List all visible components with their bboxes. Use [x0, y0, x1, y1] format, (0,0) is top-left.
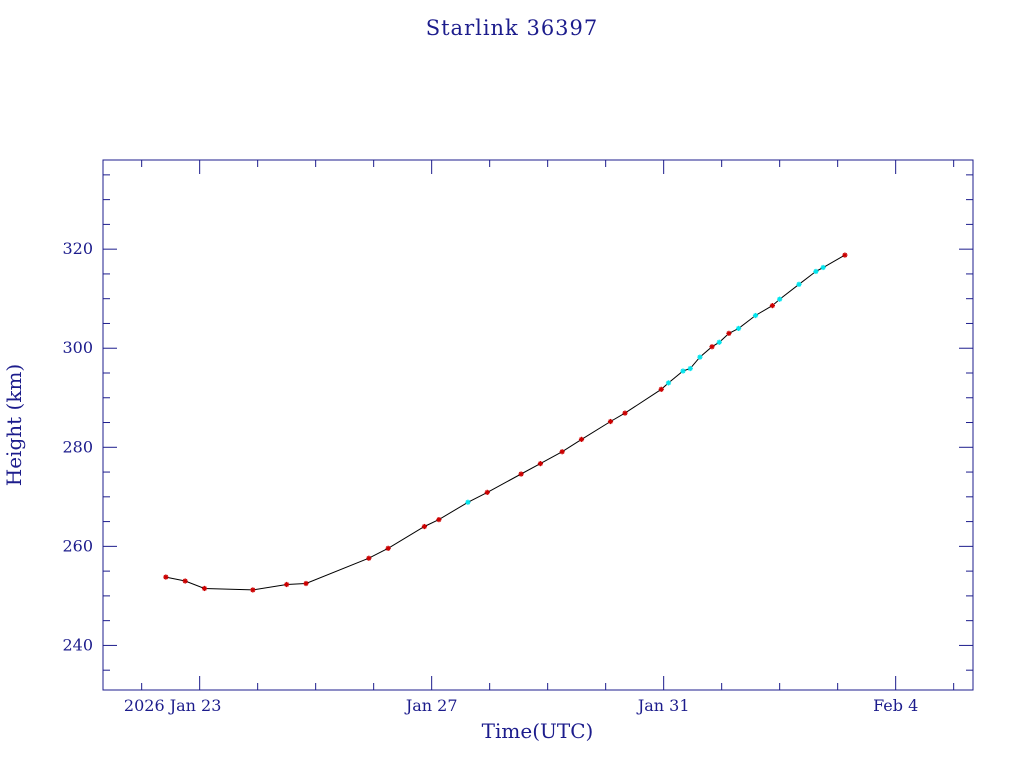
chart-title: Starlink 36397: [425, 16, 599, 40]
cyan-data-point: [716, 339, 722, 345]
red-data-point: [182, 578, 188, 584]
cyan-data-point: [680, 368, 686, 374]
red-data-point: [658, 386, 664, 392]
cyan-data-point: [735, 325, 742, 332]
red-data-point: [622, 410, 628, 416]
red-data-point: [366, 555, 372, 561]
red-data-point: [842, 252, 848, 258]
y-tick-label: 300: [62, 338, 93, 357]
cyan-data-point: [665, 380, 672, 386]
red-data-point: [385, 545, 391, 551]
red-data-point: [303, 580, 309, 587]
red-data-point: [484, 489, 490, 495]
y-tick-label: 280: [62, 437, 93, 456]
y-tick-label: 320: [62, 239, 93, 258]
red-data-point: [537, 461, 544, 467]
red-data-point: [726, 330, 732, 336]
cyan-data-point: [796, 281, 802, 287]
cyan-data-point: [813, 268, 819, 275]
y-tick-label: 260: [62, 536, 93, 555]
x-tick-label: Jan 27: [404, 696, 458, 715]
cyan-data-point: [697, 354, 703, 360]
red-data-point: [578, 436, 585, 442]
red-data-point: [250, 587, 256, 593]
red-data-point: [769, 303, 776, 309]
red-data-point: [559, 449, 565, 455]
plot-frame: [102, 159, 974, 691]
red-data-point: [163, 574, 169, 580]
red-data-point: [709, 344, 715, 350]
x-tick-label: 2026 Jan 23: [124, 696, 222, 715]
red-data-point: [436, 517, 442, 523]
red-data-point: [201, 585, 208, 592]
cyan-data-point: [777, 296, 783, 302]
cyan-data-point: [465, 499, 471, 505]
x-tick-label: Jan 31: [636, 696, 690, 715]
red-data-point: [284, 581, 290, 588]
cyan-data-point: [687, 365, 693, 372]
red-data-point: [518, 471, 524, 477]
y-tick-label: 240: [62, 635, 93, 654]
height-line: [165, 254, 846, 591]
x-axis-label: Time(UTC): [481, 719, 594, 743]
cyan-data-point: [752, 312, 759, 319]
red-data-point: [421, 523, 428, 530]
x-tick-label: Feb 4: [873, 696, 918, 715]
cyan-data-point: [820, 264, 826, 271]
red-data-point: [607, 418, 614, 425]
